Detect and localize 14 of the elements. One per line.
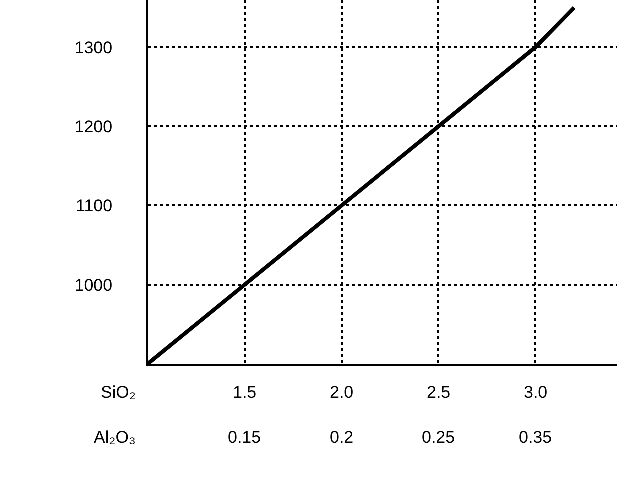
text: 0.35 <box>519 428 552 447</box>
y-tick-label: 1000 <box>74 276 113 295</box>
text: Al₂O₃ <box>94 428 136 447</box>
y-tick-label: 1100 <box>76 196 113 216</box>
x-tick-label: 3.0 <box>524 383 548 402</box>
x-axis-title: SiO₂ <box>101 383 136 402</box>
text: 0.15 <box>228 428 262 447</box>
text: 0.2 <box>330 428 354 447</box>
y-tick-label: 1200 <box>74 118 113 137</box>
x-tick-label: 2.0 <box>330 383 354 402</box>
text: 0.25 <box>422 428 456 447</box>
x-tick-label: 1.5 <box>233 383 257 402</box>
y-tick-label: 1300 <box>74 38 113 58</box>
x-tick-label: 2.5 <box>427 383 451 402</box>
